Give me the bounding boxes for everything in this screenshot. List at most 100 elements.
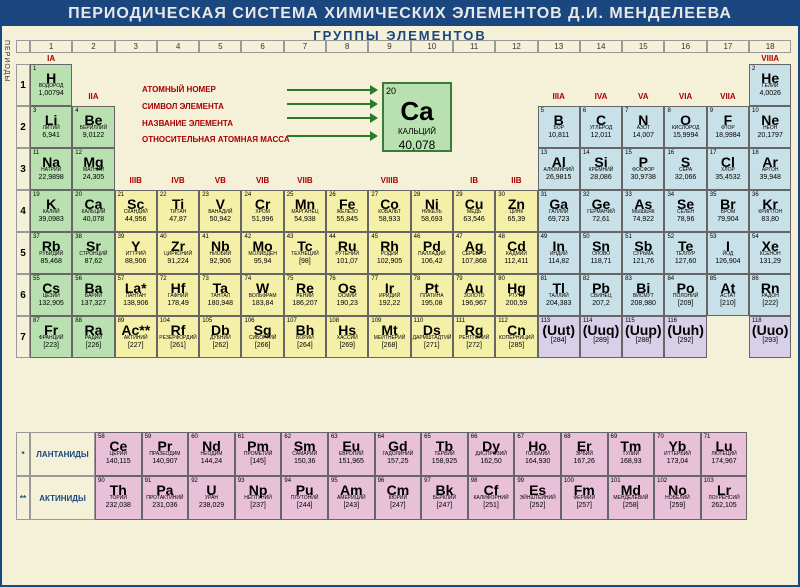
element-cell: 81TlТАЛЛИЙ204,383 xyxy=(538,274,580,316)
element-cell: 18ArАРГОН39,948 xyxy=(749,148,791,190)
element-cell: 2HeГЕЛИЙ4,0026 xyxy=(749,64,791,106)
element-cell: 114(Uuq)[289] xyxy=(580,316,622,358)
legend-example-cell: 20 Ca КАЛЬЦИЙ 40,078 xyxy=(382,82,452,152)
element-cell: 27CoКОБАЛЬТ58,933 xyxy=(368,190,410,232)
element-cell: 12MgМАГНИЙ24,305 xyxy=(72,148,114,190)
element-cell: 107BhБОРИЙ[264] xyxy=(284,316,326,358)
element-cell: 46PdПАЛЛАДИЙ106,42 xyxy=(411,232,453,274)
element-cell: 100FmФЕРМИЙ[257] xyxy=(561,476,608,520)
page-title: ПЕРИОДИЧЕСКАЯ СИСТЕМА ХИМИЧЕСКИХ ЭЛЕМЕНТ… xyxy=(2,2,798,26)
element-cell: 80HgРТУТЬ200,59 xyxy=(495,274,537,316)
element-cell: 23VВАНАДИЙ50,942 xyxy=(199,190,241,232)
element-cell: 50SnОЛОВО118,71 xyxy=(580,232,622,274)
element-cell: 36KrКРИПТОН83,80 xyxy=(749,190,791,232)
element-cell: 41NbНИОБИЙ92,906 xyxy=(199,232,241,274)
legend-symbol: СИМВОЛ ЭЛЕМЕНТА xyxy=(142,101,290,114)
element-cell: 106SgСИБОРГИЙ[266] xyxy=(241,316,283,358)
element-cell: 13AlАЛЮМИНИЙ26,9815 xyxy=(538,148,580,190)
element-cell: 63EuЕВРОПИЙ151,965 xyxy=(328,432,375,476)
element-cell: 25MnМАРГАНЕЦ54,938 xyxy=(284,190,326,232)
element-cell: 57La*ЛАНТАН138,906 xyxy=(115,274,157,316)
element-cell: 89Ac**АКТИНИЙ[227] xyxy=(115,316,157,358)
element-cell: 59PrПРАЗЕОДИМ140,907 xyxy=(142,432,189,476)
element-cell: 94PuПЛУТОНИЙ[244] xyxy=(281,476,328,520)
element-cell: 84PoПОЛОНИЙ[209] xyxy=(664,274,706,316)
element-cell: 79AuЗОЛОТО196,967 xyxy=(453,274,495,316)
element-cell: 111RgРЕНТГЕНИЙ[272] xyxy=(453,316,495,358)
element-cell: 96CmКЮРИЙ[247] xyxy=(375,476,422,520)
element-cell: 33AsМЫШЬЯК74,922 xyxy=(622,190,664,232)
element-cell: 47AgСЕРЕБРО107,868 xyxy=(453,232,495,274)
element-cell: 28NiНИКЕЛЬ58,693 xyxy=(411,190,453,232)
lanthanide-actinide-block: *ЛАНТАНИДЫ58CeЦЕРИЙ140,11559PrПРАЗЕОДИМ1… xyxy=(16,432,795,520)
legend-example-num: 20 xyxy=(386,86,448,96)
periods-label: ПЕРИОДЫ xyxy=(3,40,10,83)
element-cell: 64GdГАДОЛИНИЙ157,25 xyxy=(375,432,422,476)
element-cell: 10NeНЕОН20,1797 xyxy=(749,106,791,148)
element-cell: 52TeТЕЛЛУР127,60 xyxy=(664,232,706,274)
legend-labels: АТОМНЫЙ НОМЕР СИМВОЛ ЭЛЕМЕНТА НАЗВАНИЕ Э… xyxy=(142,84,290,151)
element-cell: 22TiТИТАН47,87 xyxy=(157,190,199,232)
legend-example-sym: Ca xyxy=(386,96,448,127)
element-cell: 69TmТУЛИЙ168,93 xyxy=(608,432,655,476)
element-cell: 61PmПРОМЕТИЙ[145] xyxy=(235,432,282,476)
arrow-icon xyxy=(287,135,372,137)
element-cell: 32GeГЕРМАНИЙ72,61 xyxy=(580,190,622,232)
element-cell: 53IЙОД126,904 xyxy=(707,232,749,274)
element-cell: 103LrЛОУРЕНСИЙ262,105 xyxy=(701,476,748,520)
element-cell: 42MoМОЛИБДЕН95,94 xyxy=(241,232,283,274)
element-cell: 21ScСКАНДИЙ44,956 xyxy=(115,190,157,232)
element-cell: 62SmСАМАРИЙ150,36 xyxy=(281,432,328,476)
element-cell: 115(Uup)[288] xyxy=(622,316,664,358)
element-cell: 91PaПРОТАКТИНИЙ231,036 xyxy=(142,476,189,520)
element-cell: 85AtАСТАТ[210] xyxy=(707,274,749,316)
element-cell: 60NdНЕОДИМ144,24 xyxy=(188,432,235,476)
element-cell: 43TcТЕХНЕЦИЙ[98] xyxy=(284,232,326,274)
element-cell: 24CrХРОМ51,996 xyxy=(241,190,283,232)
legend-example-mass: 40,078 xyxy=(386,138,448,152)
element-cell: 4BeБЕРИЛЛИЙ9,0122 xyxy=(72,106,114,148)
element-cell: 95AmАМЕРИЦИЙ[243] xyxy=(328,476,375,520)
element-cell: 66DyДИСПРОЗИЙ162,50 xyxy=(468,432,515,476)
element-cell: 39YИТТРИЙ88,906 xyxy=(115,232,157,274)
element-cell: 16SСЕРА32,066 xyxy=(664,148,706,190)
legend-atomic-number: АТОМНЫЙ НОМЕР xyxy=(142,84,290,97)
element-cell: 11NaНАТРИЙ22,9898 xyxy=(30,148,72,190)
element-cell: 30ZnЦИНК65,39 xyxy=(495,190,537,232)
element-cell: 93NpНЕПТУНИЙ[237] xyxy=(235,476,282,520)
element-cell: 19KКАЛИЙ39,0983 xyxy=(30,190,72,232)
legend-name: НАЗВАНИЕ ЭЛЕМЕНТА xyxy=(142,118,290,131)
element-cell: 34SeСЕЛЕН78,96 xyxy=(664,190,706,232)
element-cell: 48CdКАДМИЙ112,411 xyxy=(495,232,537,274)
arrow-icon xyxy=(287,89,372,91)
element-cell: 86RnРАДОН[222] xyxy=(749,274,791,316)
element-cell: 98CfКАЛИФОРНИЙ[251] xyxy=(468,476,515,520)
element-cell: 17ClХЛОР35,4532 xyxy=(707,148,749,190)
legend-mass: ОТНОСИТЕЛЬНАЯ АТОМНАЯ МАССА xyxy=(142,134,290,147)
element-cell: 5BБОР10,811 xyxy=(538,106,580,148)
element-cell: 65TbТЕРБИЙ158,925 xyxy=(421,432,468,476)
element-cell: 82PbСВИНЕЦ207,2 xyxy=(580,274,622,316)
element-cell: 87FrФРАНЦИЙ[223] xyxy=(30,316,72,358)
element-cell: 7NАЗОТ14,007 xyxy=(622,106,664,148)
element-cell: 9FФТОР18,9984 xyxy=(707,106,749,148)
arrow-icon xyxy=(287,117,372,119)
element-cell: 45RhРОДИЙ102,905 xyxy=(368,232,410,274)
element-cell: 54XeКСЕНОН131,29 xyxy=(749,232,791,274)
element-cell: 26FeЖЕЛЕЗО55,845 xyxy=(326,190,368,232)
element-cell: 77IrИРИДИЙ192,22 xyxy=(368,274,410,316)
element-cell: 8OКИСЛОРОД15,9994 xyxy=(664,106,706,148)
element-cell: 83BiВИСМУТ208,980 xyxy=(622,274,664,316)
element-cell: 15PФОСФОР30,9738 xyxy=(622,148,664,190)
element-cell: 29CuМЕДЬ63,546 xyxy=(453,190,495,232)
element-cell: 116(Uuh)[292] xyxy=(664,316,706,358)
element-cell: 112CnКОПЕРНИЦИЙ[285] xyxy=(495,316,537,358)
element-cell: 109MtМЕЙТНЕРИЙ[268] xyxy=(368,316,410,358)
element-cell: 55CsЦЕЗИЙ132,905 xyxy=(30,274,72,316)
element-cell: 71LuЛЮТЕЦИЙ174,967 xyxy=(701,432,748,476)
element-cell: 92UУРАН238,029 xyxy=(188,476,235,520)
element-cell: 44RuРУТЕНИЙ101,07 xyxy=(326,232,368,274)
element-cell: 78PtПЛАТИНА195,08 xyxy=(411,274,453,316)
element-cell: 104RfРЕЗЕРФОРДИЙ[261] xyxy=(157,316,199,358)
element-cell: 108HsХАССИЙ[269] xyxy=(326,316,368,358)
